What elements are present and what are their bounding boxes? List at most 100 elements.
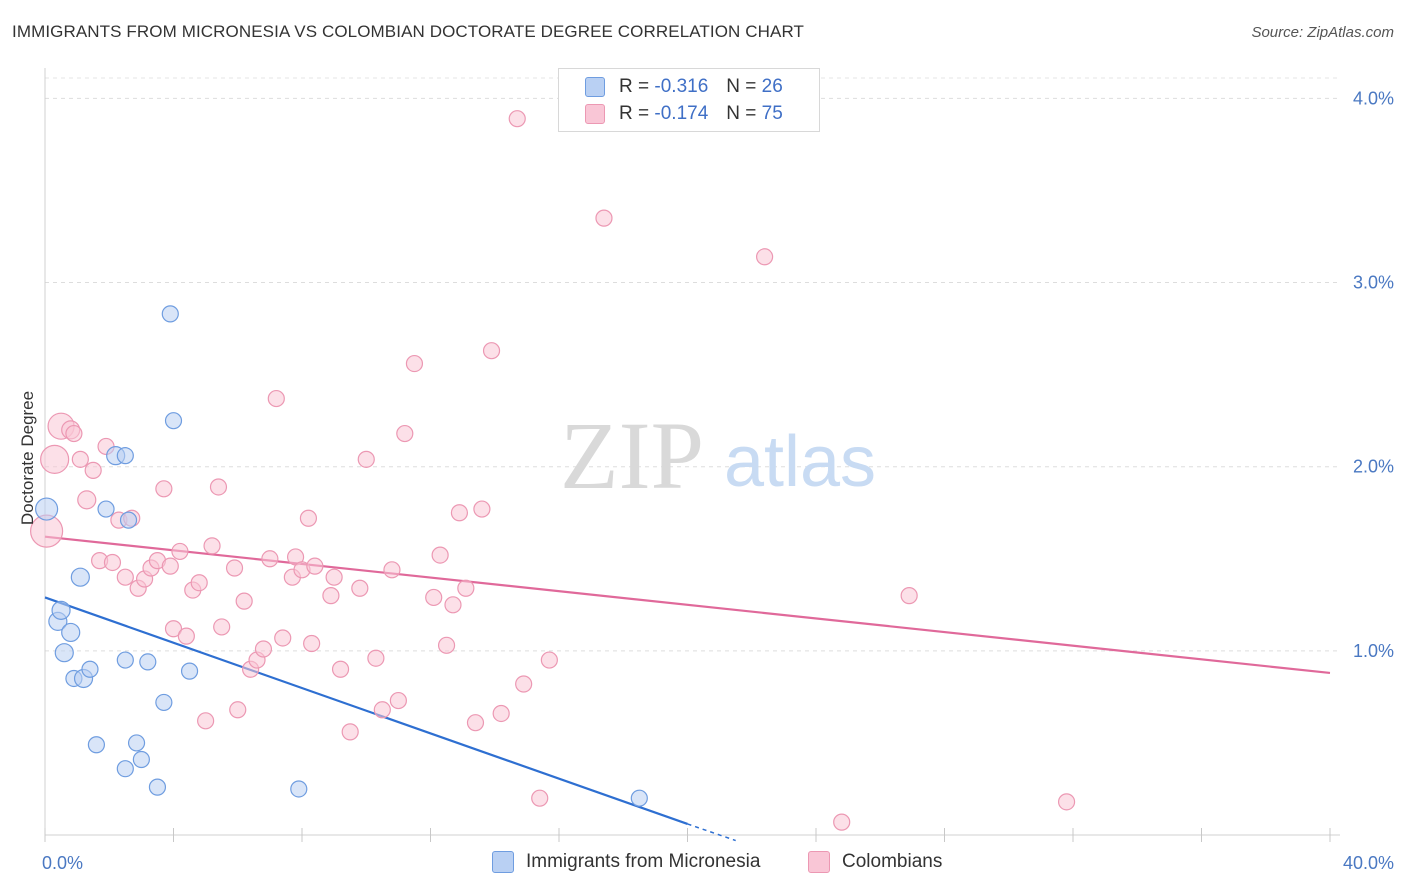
colombians-point	[65, 424, 83, 443]
colombians-point	[303, 634, 321, 653]
colombians-point	[213, 618, 231, 636]
micronesia-point	[132, 750, 150, 769]
trend-lines	[44, 535, 1331, 842]
micronesia-point	[290, 780, 308, 798]
colombians-point	[84, 461, 102, 479]
colombians-point	[396, 424, 414, 443]
colombians-point	[833, 813, 851, 831]
colombians-point	[755, 248, 774, 266]
micronesia-point	[87, 736, 106, 754]
colombians-point	[482, 342, 501, 360]
colombians-point	[492, 704, 510, 723]
colombians-point	[425, 588, 443, 607]
colombians-point	[306, 557, 324, 575]
colombians-point	[171, 542, 189, 561]
micronesia-point	[180, 662, 199, 680]
n-label: N =	[726, 103, 757, 124]
colombians-point	[164, 620, 183, 638]
colombians-point	[103, 553, 122, 572]
y-tick-label: 1.0%	[1353, 641, 1394, 661]
micronesia-points	[35, 305, 648, 807]
tick-labels: 1.0% 2.0% 3.0% 4.0% 0.0% 40.0%	[42, 88, 1394, 873]
n-value: 75	[761, 103, 783, 124]
micronesia-trend-line	[44, 596, 688, 825]
y-axis-title: Doctorate Degree	[18, 391, 37, 525]
colombians-point	[71, 450, 89, 468]
colombians-point	[540, 651, 558, 669]
micronesia-point	[81, 660, 99, 678]
colombians-point	[389, 691, 407, 710]
source-credit: Source: ZipAtlas.com	[1251, 24, 1394, 41]
micronesia-trend-extension	[687, 823, 736, 842]
colombians-point	[405, 354, 424, 373]
colombians-point	[531, 789, 549, 807]
legend-item-micronesia[interactable]: Immigrants from Micronesia	[492, 851, 760, 873]
r-label: R =	[619, 76, 650, 97]
micronesia-point	[51, 600, 71, 620]
r-value: -0.174	[654, 103, 709, 124]
watermark-zip: ZIP	[560, 402, 704, 509]
micronesia-point	[155, 693, 173, 712]
micronesia-point	[116, 760, 134, 778]
micronesia-point	[35, 497, 59, 521]
colombians-point	[331, 660, 350, 678]
colombians-point	[457, 579, 475, 597]
colombians-point	[261, 550, 279, 568]
colombians-point	[40, 444, 70, 474]
micronesia-point	[70, 567, 90, 587]
r-value: -0.316	[654, 76, 709, 97]
colombians-point	[444, 596, 462, 614]
colombians-point	[225, 559, 244, 577]
micronesia-point	[127, 734, 146, 752]
colombians-point	[267, 389, 285, 408]
colombians-point	[367, 649, 385, 667]
colombians-point	[515, 675, 533, 693]
colombians-point	[450, 504, 469, 522]
micronesia-legend-label: Immigrants from Micronesia	[526, 851, 761, 872]
colombians-point	[161, 557, 179, 575]
colombians-point	[235, 592, 253, 610]
micronesia-point	[148, 778, 167, 796]
micronesia-point	[116, 651, 134, 669]
colombians-point	[473, 500, 491, 518]
micronesia-legend-swatch	[492, 851, 514, 873]
colombians-point	[209, 478, 228, 496]
colombians-point	[274, 629, 292, 647]
watermark: ZIP atlas	[560, 402, 876, 509]
n-value: 26	[761, 76, 783, 97]
colombians-points	[30, 110, 1076, 831]
colombians-point	[116, 568, 134, 586]
colombians-point	[595, 209, 613, 227]
micronesia-swatch	[585, 77, 605, 97]
y-tick-label: 3.0%	[1353, 273, 1394, 293]
colombians-point	[900, 587, 918, 605]
y-tick-label: 2.0%	[1353, 457, 1394, 477]
colombians-point	[466, 714, 485, 732]
legend-row-colombians: R = -0.174 N = 75	[585, 101, 783, 127]
colombians-legend-label: Colombians	[842, 851, 943, 872]
micronesia-point	[116, 447, 134, 465]
colombians-point	[299, 509, 318, 527]
legend-item-colombians[interactable]: Colombians	[808, 851, 942, 873]
colombians-point	[508, 110, 526, 128]
colombians-point	[325, 568, 343, 586]
x-tick-label: 40.0%	[1343, 853, 1394, 873]
colombians-point	[357, 450, 375, 468]
stats-legend: R = -0.316 N = 26 R = -0.174 N = 75	[558, 68, 820, 132]
colombians-point	[373, 701, 391, 719]
colombians-point	[155, 480, 173, 498]
colombians-point	[77, 490, 97, 510]
colombians-trend-line	[44, 535, 1331, 675]
colombians-point	[254, 640, 273, 658]
y-tick-label: 4.0%	[1353, 88, 1394, 108]
colombians-point	[190, 574, 208, 592]
x-tick-label: 0.0%	[42, 853, 83, 873]
micronesia-point	[61, 622, 81, 643]
colombians-point	[203, 537, 221, 555]
legend-row-micronesia: R = -0.316 N = 26	[585, 74, 783, 100]
micronesia-point	[164, 412, 183, 430]
colombians-point	[383, 561, 401, 579]
colombians-point	[229, 701, 247, 719]
colombians-point	[322, 587, 340, 605]
